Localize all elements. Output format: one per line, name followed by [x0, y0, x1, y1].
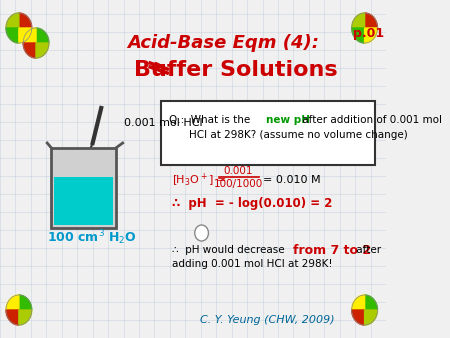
Polygon shape	[19, 28, 32, 43]
Polygon shape	[6, 310, 19, 325]
Text: 0.001 mol HCl: 0.001 mol HCl	[124, 118, 203, 128]
Text: p.01: p.01	[353, 26, 384, 40]
Polygon shape	[36, 28, 49, 43]
Text: Q.:  What is the: Q.: What is the	[169, 115, 253, 125]
Polygon shape	[352, 310, 365, 325]
Text: after: after	[353, 245, 382, 255]
Polygon shape	[19, 310, 32, 325]
Text: Buffer Solutions: Buffer Solutions	[134, 60, 338, 80]
Text: after addition of 0.001 mol: after addition of 0.001 mol	[298, 115, 441, 125]
Polygon shape	[364, 13, 378, 28]
Text: C. Y. Yeung (CHW, 2009): C. Y. Yeung (CHW, 2009)	[200, 315, 335, 325]
Polygon shape	[36, 43, 49, 58]
Text: Acid-Base Eqm (4):: Acid-Base Eqm (4):	[127, 34, 319, 52]
Polygon shape	[19, 13, 32, 28]
Text: [H$_3$O$^+$] =: [H$_3$O$^+$] =	[171, 171, 226, 189]
Text: ∴  pH  = - log(0.010) = 2: ∴ pH = - log(0.010) = 2	[171, 196, 332, 210]
Polygon shape	[364, 310, 378, 325]
Polygon shape	[19, 295, 32, 310]
Polygon shape	[364, 295, 378, 310]
Text: adding 0.001 mol HCl at 298K!: adding 0.001 mol HCl at 298K!	[171, 259, 332, 269]
Text: from 7 to 2: from 7 to 2	[293, 243, 372, 257]
Polygon shape	[352, 295, 365, 310]
Text: 100/1000: 100/1000	[214, 179, 263, 189]
Text: = 0.010 M: = 0.010 M	[263, 175, 321, 185]
Circle shape	[195, 225, 208, 241]
Polygon shape	[6, 13, 19, 28]
Polygon shape	[364, 28, 378, 43]
Text: ∴  pH would decrease: ∴ pH would decrease	[171, 245, 288, 255]
Text: 100 cm$^3$ H$_2$O: 100 cm$^3$ H$_2$O	[47, 228, 137, 247]
Text: HCl at 298K? (assume no volume change): HCl at 298K? (assume no volume change)	[189, 130, 408, 140]
Polygon shape	[352, 28, 365, 43]
FancyBboxPatch shape	[51, 148, 116, 228]
Polygon shape	[6, 295, 19, 310]
Text: new pH: new pH	[266, 115, 310, 125]
Polygon shape	[23, 28, 36, 43]
Text: 0.001: 0.001	[224, 166, 253, 176]
Polygon shape	[6, 28, 19, 43]
FancyBboxPatch shape	[54, 177, 113, 225]
Polygon shape	[23, 43, 36, 58]
FancyBboxPatch shape	[161, 101, 375, 165]
Polygon shape	[352, 13, 365, 28]
